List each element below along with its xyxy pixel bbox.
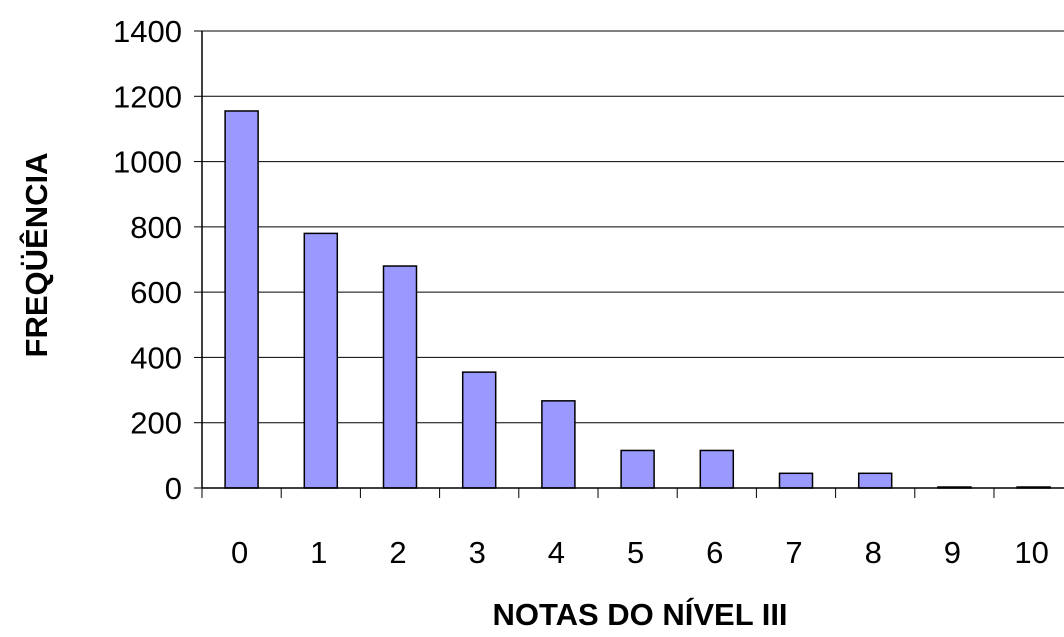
y-tick-label: 1200	[113, 79, 182, 114]
bar-1	[303, 232, 339, 489]
bar-2	[382, 265, 418, 489]
x-tick-label: 2	[389, 535, 406, 570]
x-tick-label: 6	[706, 535, 723, 570]
bar-5	[620, 449, 655, 489]
y-axis-ticks: 0 200 400 600 800 1000 1200 1400	[113, 14, 202, 506]
x-tick-label: 4	[548, 535, 565, 570]
x-tick-label: 1	[310, 535, 327, 570]
y-tick-label: 0	[165, 471, 182, 506]
y-tick-label: 800	[130, 210, 182, 245]
bar-6	[699, 449, 735, 489]
gridlines	[202, 30, 1064, 424]
y-axis-title: FREQÜÊNCIA	[18, 153, 54, 358]
x-axis-title: NOTAS DO NÍVEL III	[492, 597, 787, 632]
y-tick-label: 400	[130, 340, 182, 375]
y-tick-label: 600	[130, 275, 182, 310]
y-tick-label: 200	[130, 406, 182, 441]
bars	[224, 110, 1051, 489]
x-tick-label: 7	[785, 535, 802, 570]
bar-7	[778, 472, 814, 489]
x-tick-label: 0	[231, 535, 248, 570]
x-tick-label: 3	[469, 535, 486, 570]
y-tick-label: 1400	[113, 14, 182, 49]
bar-3	[461, 371, 497, 489]
x-tick-label: 5	[627, 535, 644, 570]
y-tick-label: 1000	[113, 145, 182, 180]
x-axis-ticks: 0 1 2 3 4 5 6 7 8 9 10	[201, 488, 1049, 570]
bar-4	[541, 400, 576, 489]
x-tick-label: 8	[865, 535, 882, 570]
x-tick-label: 10	[1014, 535, 1048, 570]
bar-8	[857, 472, 893, 489]
bar-0	[224, 110, 259, 489]
x-tick-label: 9	[944, 535, 961, 570]
